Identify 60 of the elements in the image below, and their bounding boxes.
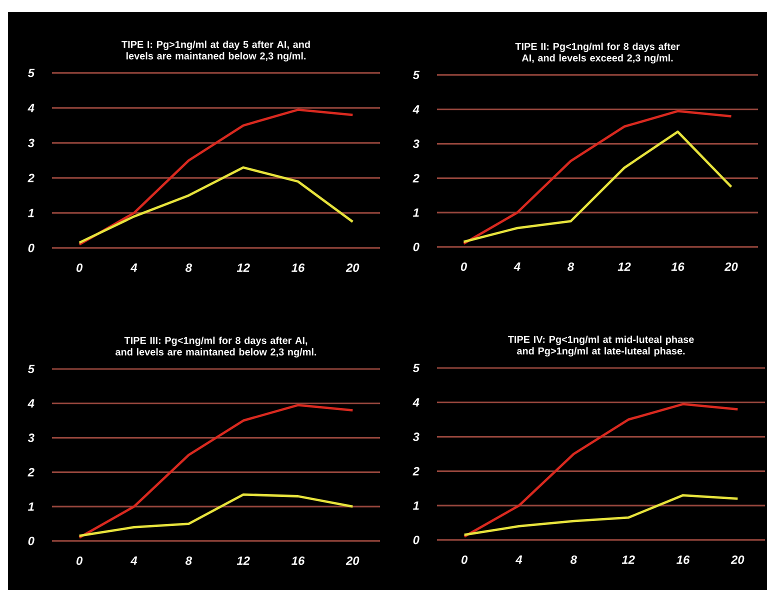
y-tick-label: 2 (412, 174, 420, 182)
x-tick-label: 12 (236, 556, 250, 565)
chart-title: TIPE II: Pg<1ng/ml for 8 days after AI, and levels exceed 2,3 ng/ml. (515, 42, 680, 64)
y-tick-label: 1 (28, 208, 34, 218)
chart-title: TIPE IV: Pg<1ng/ml at mid-luteal phase and Pg>1ng/ml at late-luteal phase. (508, 336, 694, 356)
x-tick-label: 16 (676, 556, 690, 564)
x-tick-label: 0 (76, 264, 83, 272)
line-series (78, 166, 354, 244)
x-tick-label: 12 (236, 264, 250, 272)
line-series (463, 402, 739, 538)
y-tick-label: 4 (412, 398, 420, 406)
x-tick-label: 8 (186, 556, 192, 565)
line-series (463, 494, 739, 536)
y-tick-label: 2 (28, 468, 34, 476)
x-tick-label: 8 (568, 262, 574, 271)
y-tick-label: 1 (28, 502, 34, 511)
y-tick-label: 5 (28, 364, 35, 374)
x-tick-label: 20 (724, 262, 738, 271)
x-tick-label: 8 (570, 555, 577, 564)
y-tick-label: 2 (412, 467, 420, 476)
y-tick-label: 5 (412, 364, 420, 372)
y-tick-label: 2 (28, 174, 34, 182)
line-series (78, 404, 354, 539)
y-tick-label: 5 (412, 70, 420, 80)
y-tick-label: 1 (413, 208, 419, 217)
x-tick-label: 4 (514, 262, 520, 271)
y-tick-label: 1 (413, 501, 419, 510)
y-tick-label: 0 (413, 242, 420, 252)
x-tick-label: 0 (460, 262, 467, 271)
y-tick-label: 3 (412, 432, 420, 442)
x-tick-label: 20 (730, 556, 744, 564)
x-tick-label: 0 (462, 556, 468, 564)
y-tick-label: 4 (28, 104, 34, 112)
chart-title: TIPE I: Pg>1ng/ml at day 5 after AI, and levels are maintaned below 2,3 ng/ml. (122, 40, 310, 62)
x-tick-label: 12 (622, 556, 635, 564)
chart-title: TIPE III: Pg<1ng/ml for 8 days after AI, and levels are maintaned below 2,3 ng/ml. (116, 336, 316, 358)
y-tick-label: 3 (28, 138, 34, 148)
x-tick-label: 16 (292, 556, 305, 565)
line-series (462, 130, 732, 244)
x-tick-label: 12 (618, 262, 631, 271)
x-tick-label: 0 (76, 556, 83, 565)
x-tick-label: 4 (130, 264, 138, 272)
x-tick-label: 4 (515, 556, 522, 564)
x-tick-label: 4 (130, 556, 138, 565)
line-series (78, 493, 354, 538)
y-tick-label: 4 (28, 399, 34, 408)
x-tick-label: 20 (346, 556, 360, 565)
y-tick-label: 3 (28, 434, 34, 442)
x-tick-label: 16 (292, 264, 305, 272)
line-series (462, 110, 732, 245)
x-tick-label: 16 (671, 262, 684, 271)
y-tick-label: 0 (28, 244, 34, 252)
y-tick-label: 4 (412, 105, 420, 114)
y-tick-label: 0 (28, 536, 34, 546)
x-tick-label: 8 (186, 263, 192, 272)
y-tick-label: 0 (413, 536, 420, 544)
y-tick-label: 3 (412, 140, 420, 148)
y-tick-label: 5 (28, 68, 35, 78)
x-tick-label: 20 (346, 264, 360, 272)
line-series (78, 108, 354, 246)
